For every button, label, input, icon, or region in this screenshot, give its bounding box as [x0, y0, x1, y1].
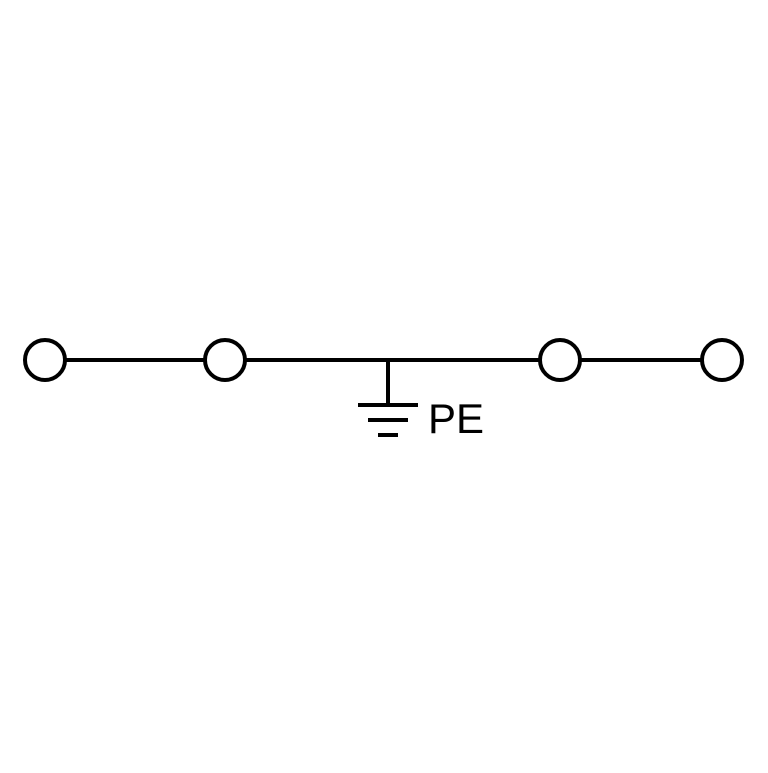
- schematic-diagram: PE: [0, 0, 768, 768]
- schematic-svg: [0, 0, 768, 768]
- ground-label: PE: [428, 395, 484, 443]
